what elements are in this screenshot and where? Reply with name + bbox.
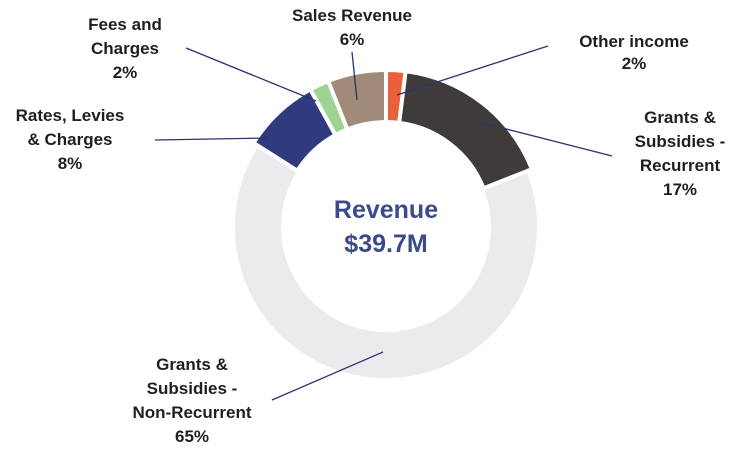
donut-slice xyxy=(396,69,535,191)
slice-label: Fees and Charges xyxy=(88,15,162,58)
slice-value-label: 2% xyxy=(112,63,138,82)
leader-line xyxy=(154,137,268,141)
slice-label: Grants & Subsidies - Non-Recurrent xyxy=(132,355,252,422)
slice-label: Grants & Subsidies - Recurrent xyxy=(634,108,726,175)
slice-value-label: 17% xyxy=(662,180,698,199)
donut-slice xyxy=(231,142,541,382)
slice-value-label: 65% xyxy=(174,427,210,446)
center-label: Revenue xyxy=(333,196,439,224)
leader-line xyxy=(351,51,358,101)
slice-value-label: 6% xyxy=(339,30,365,49)
leader-line xyxy=(271,351,384,401)
slice-label: Rates, Levies & Charges xyxy=(15,106,125,149)
slice-value-label: 2% xyxy=(621,54,647,73)
leader-line xyxy=(474,120,613,157)
leader-line xyxy=(396,45,549,96)
center-label: $39.7M xyxy=(344,230,428,258)
slice-value-label: 8% xyxy=(57,154,83,173)
leader-line xyxy=(185,47,317,102)
slice-label: Sales Revenue xyxy=(291,6,412,25)
slice-label: Other income xyxy=(579,32,689,51)
